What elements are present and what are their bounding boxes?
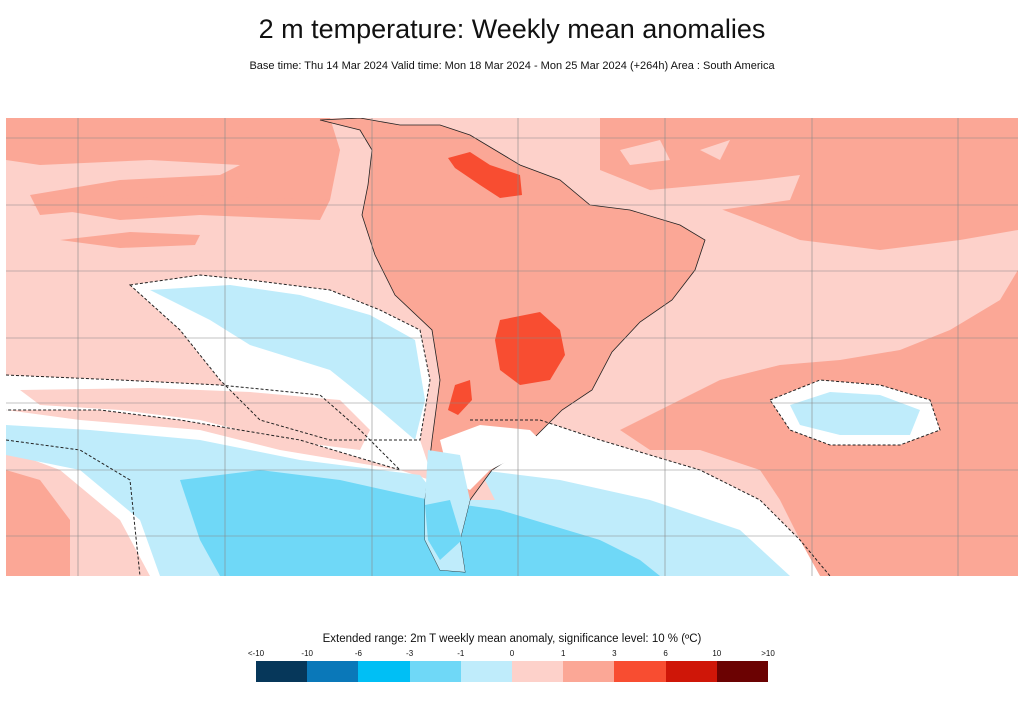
legend-swatch [256,661,308,682]
legend-tick: 6 [663,649,668,658]
anomaly-1-3-region [6,470,70,576]
anomaly-1-3-region [60,232,200,248]
legend-tick: 10 [712,649,722,658]
legend-tick: -10 [301,649,313,658]
anomaly-minus1-0-region [150,285,425,440]
anomaly-1-3-region [600,118,1018,576]
anomaly-minus3-minus1-region [425,500,462,560]
legend-tick: 1 [560,649,566,658]
legend-swatch [409,661,461,682]
anomaly-3-6-region [495,312,565,385]
legend-swatch [460,661,513,682]
legend-swatch [307,661,359,682]
legend-tick: >10 [761,649,775,658]
page-title: 2 m temperature: Weekly mean anomalies [258,14,766,44]
anomaly-minus1-0-region [480,470,790,576]
legend-swatch [614,661,666,682]
legend-swatch [358,661,410,682]
anomaly-1-3-region [6,118,340,215]
anomaly-3-6-region [448,380,472,415]
insignificant-region [440,425,540,490]
legend-swatch [716,661,769,682]
legend-tick: -1 [457,649,465,658]
legend-swatch [665,661,717,682]
anomaly-map [6,118,1018,576]
anomaly-minus3-minus1-region [180,470,660,576]
legend-tick: <-10 [247,649,265,658]
legend-tick: -6 [354,649,362,658]
graticule [6,118,1018,576]
legend-tick: 0 [509,649,515,658]
legend-title: Extended range: 2m T weekly mean anomaly… [322,633,702,645]
anomaly-0-1-region [20,388,370,450]
legend-swatch [512,661,564,682]
anomaly-3-6-region [448,152,522,198]
page-subtitle: Base time: Thu 14 Mar 2024 Valid time: M… [249,60,775,72]
legend-colorbar [256,661,769,682]
anomaly-1-3-region [30,195,330,220]
legend-swatch [563,661,615,682]
legend-tick: -3 [406,649,414,658]
legend-tick: 3 [612,649,617,658]
